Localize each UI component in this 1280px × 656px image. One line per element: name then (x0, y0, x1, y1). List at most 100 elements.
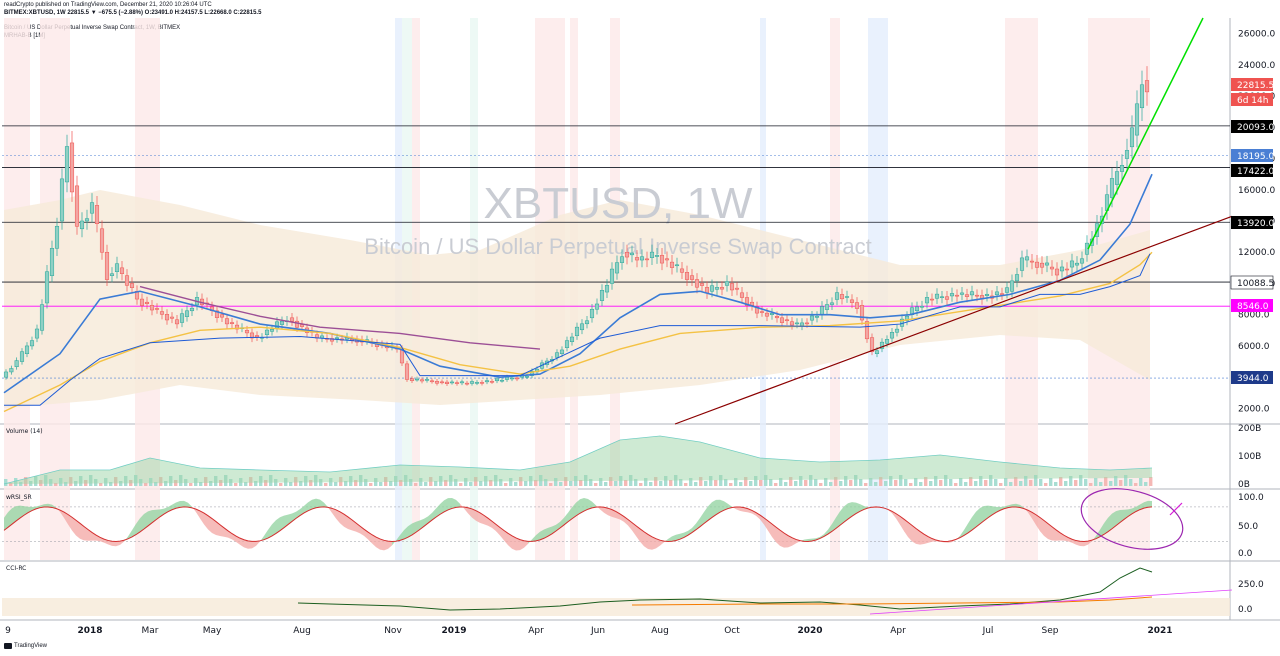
wrsi-fill (512, 535, 516, 551)
volume-bar (894, 480, 898, 486)
volume-bar (1109, 481, 1113, 486)
wrsi-fill (324, 502, 328, 508)
wrsi-fill (196, 509, 200, 519)
time-axis-label: 2020 (797, 626, 822, 636)
volume-bar (709, 476, 713, 486)
volume-bar (764, 475, 768, 486)
candle-body (244, 330, 250, 334)
wrsi-fill (668, 536, 672, 542)
candle-body (559, 349, 565, 354)
volume-bar (744, 477, 748, 486)
candle-body (1144, 80, 1150, 93)
candle-body (594, 303, 600, 310)
wrsi-fill (676, 533, 680, 541)
wrsi-fill (68, 514, 72, 531)
time-axis-label: 2021 (1147, 626, 1172, 636)
candle-body (914, 306, 920, 312)
volume-bar (1024, 476, 1028, 486)
candle-body (759, 311, 765, 313)
volume-bar (879, 477, 883, 486)
candle-body (579, 323, 585, 331)
wrsi-fill (136, 518, 140, 535)
candle-body (494, 378, 500, 382)
candle-body (29, 340, 35, 347)
candle-body (229, 322, 235, 324)
volume-bar (434, 481, 438, 486)
price-tick-label: 12000.0 (1238, 248, 1275, 258)
wrsi-fill (924, 534, 928, 545)
candle-body (964, 294, 970, 297)
candle-body (684, 272, 690, 280)
candle-body (459, 381, 465, 384)
wrsi-fill (1148, 500, 1152, 508)
volume-bar (754, 476, 758, 486)
price-tag-bg (1231, 78, 1273, 91)
wrsi-fill (436, 504, 440, 518)
candle-body (689, 275, 695, 280)
volume-bar (959, 478, 963, 486)
wrsi-fill (976, 507, 980, 528)
wrsi-fill (1044, 520, 1048, 540)
wrsi-fill (468, 507, 472, 518)
candle-body (734, 287, 740, 290)
tradingview-logo[interactable]: TradingView (4, 643, 47, 649)
wrsi-fill (1120, 509, 1124, 523)
time-axis-label: Mar (142, 626, 159, 636)
candle-body (449, 381, 455, 384)
wrsi-fill (180, 500, 184, 508)
wrsi-fill (504, 530, 508, 546)
candle-body (629, 252, 635, 256)
candle-body (574, 326, 580, 337)
volume-bar (1039, 479, 1043, 486)
candle-body (839, 294, 845, 300)
volume-bar (1089, 483, 1093, 486)
volume-bar (549, 483, 553, 486)
volume-bar (524, 481, 528, 486)
volume-bar (654, 477, 658, 486)
volume-bar (334, 482, 338, 486)
time-axis-label: 9 (5, 626, 11, 636)
candle-body (14, 360, 19, 367)
candle-body (764, 312, 770, 317)
wrsi-fill (1052, 526, 1056, 541)
wrsi-fill (332, 508, 336, 519)
volume-bar (784, 482, 788, 486)
wrsi-fill (636, 525, 640, 542)
candle-body (974, 294, 980, 297)
cci-line (297, 567, 1153, 611)
candle-body (1074, 262, 1080, 266)
volume-bar (759, 480, 763, 486)
volume-bar (824, 478, 828, 486)
wrsi-fill (164, 507, 168, 515)
volume-bar (999, 483, 1003, 486)
candle-body (79, 220, 85, 230)
wrsi-fill (276, 517, 280, 534)
wrsi-fill (604, 507, 608, 516)
cci-tick-label: 0.0 (1238, 605, 1253, 615)
wrsi-fill (580, 498, 584, 514)
candle-body (154, 308, 160, 310)
volume-tick-label: 0B (1238, 480, 1250, 490)
candle-body (634, 257, 640, 261)
candle-body (84, 218, 90, 222)
volume-bar (674, 475, 678, 486)
candle-body (664, 258, 670, 261)
wrsi-fill (240, 538, 244, 548)
candle-body (434, 381, 440, 384)
wrsi-fill (1108, 513, 1112, 532)
wrsi-fill (1040, 517, 1044, 536)
volume-bar (839, 481, 843, 486)
candle-body (119, 267, 125, 274)
wrsi-fill (348, 516, 352, 531)
candle-body (224, 318, 230, 325)
candle-body (149, 305, 155, 311)
wrsi-fill (1140, 502, 1144, 510)
wrsi-fill (272, 520, 276, 536)
volume-bar (444, 480, 448, 486)
volume-bar (1074, 480, 1078, 486)
wrsi-fill (48, 503, 52, 508)
wrsi-fill (612, 509, 616, 519)
price-tag-label: 8546.0 (1237, 302, 1269, 312)
candle-body (1024, 256, 1030, 261)
